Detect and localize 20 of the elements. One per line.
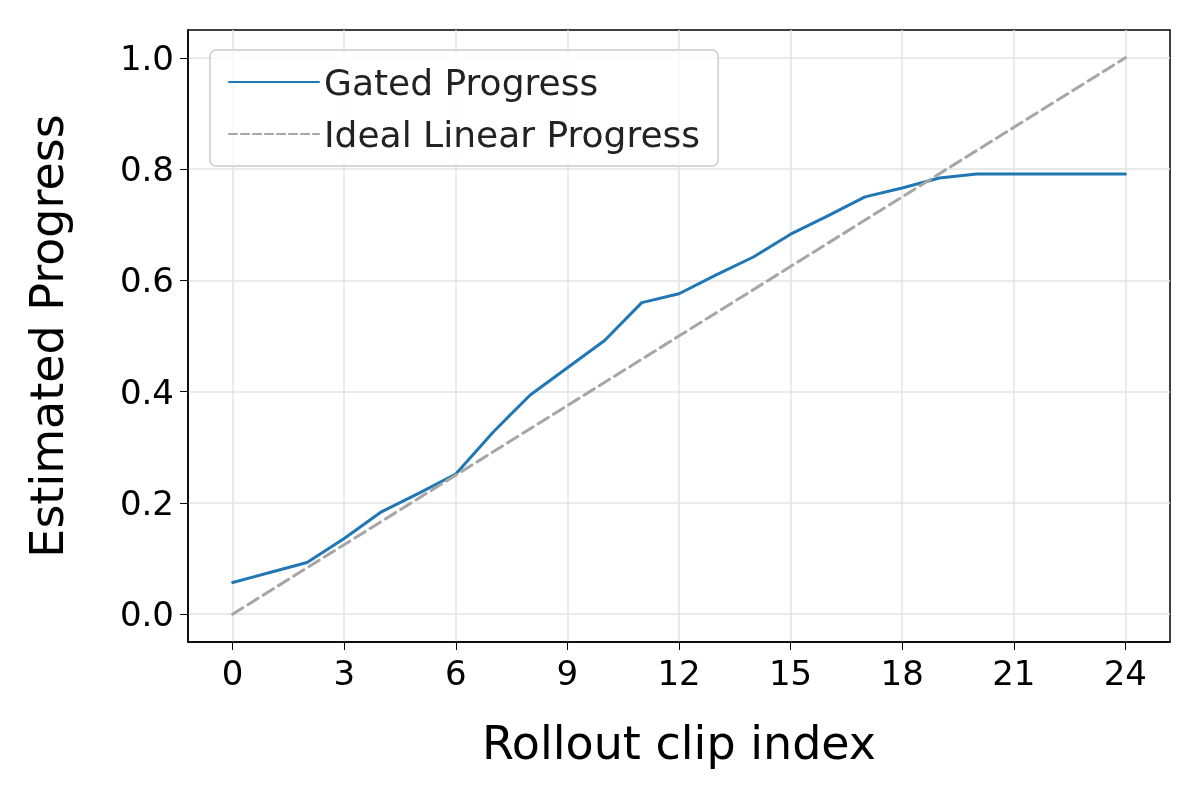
x-tick-label: 18 xyxy=(880,653,924,693)
legend-label: Gated Progress xyxy=(324,61,599,103)
x-tick-label: 12 xyxy=(657,653,701,693)
y-axis-title: Estimated Progress xyxy=(20,114,74,558)
x-tick-label: 21 xyxy=(992,653,1036,693)
y-tick-label: 0.4 xyxy=(119,371,174,412)
x-tick-label: 24 xyxy=(1103,653,1147,693)
y-tick-label: 1.0 xyxy=(119,37,174,78)
legend-label: Ideal Linear Progress xyxy=(324,113,701,155)
x-tick-label: 3 xyxy=(333,653,356,693)
x-tick-label: 15 xyxy=(768,653,813,693)
x-tick-label: 9 xyxy=(556,653,579,693)
y-tick-label: 0.0 xyxy=(119,594,174,635)
y-tick-label: 0.2 xyxy=(119,482,174,523)
line-series xyxy=(231,172,1127,584)
y-tick-label: 0.8 xyxy=(119,149,174,190)
y-tick-label: 0.6 xyxy=(119,260,174,301)
x-tick-label: 0 xyxy=(221,653,244,693)
x-tick-label: 6 xyxy=(445,653,467,693)
x-axis-title: Rollout clip index xyxy=(481,716,877,770)
